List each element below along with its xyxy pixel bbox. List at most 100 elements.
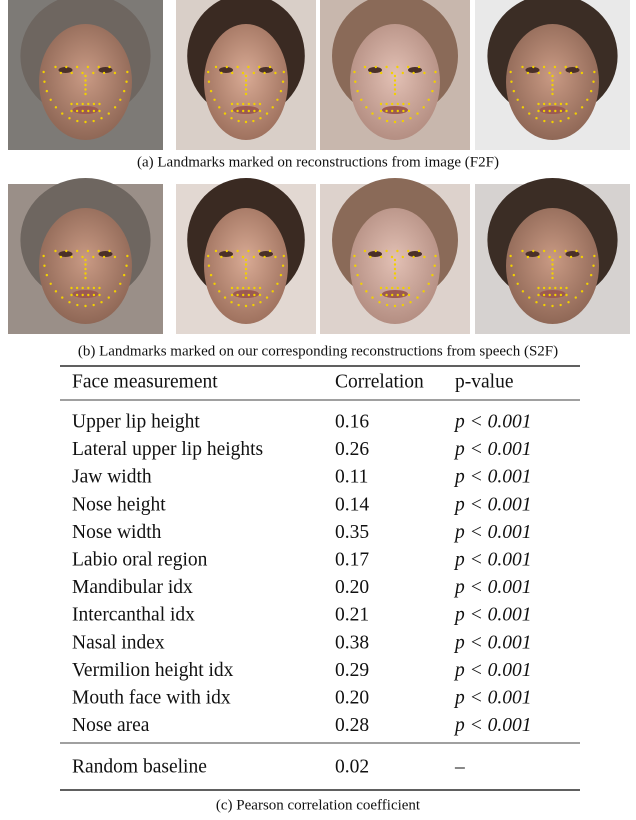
table-cell: 0.17 [335,549,369,570]
landmark [422,290,424,292]
landmark [114,106,116,108]
landmark [92,304,94,306]
landmark [213,99,215,101]
landmark [521,66,523,68]
landmark [82,103,84,105]
face-image [320,0,470,150]
eye [259,251,273,257]
landmark [517,99,519,101]
landmark [575,112,577,114]
landmark [565,110,567,112]
landmark [551,305,553,307]
mouth [233,290,259,298]
landmark [375,250,377,252]
table-cell: Labio oral region [72,549,208,570]
face-image [8,178,163,334]
landmark [280,274,282,276]
landmark [548,256,550,258]
landmark [538,256,540,258]
landmark [54,250,56,252]
landmark [391,110,393,112]
landmark [397,294,399,296]
landmark [537,103,539,105]
landmark [353,255,355,257]
landmark [220,72,222,74]
mouth [382,106,408,114]
landmark [125,81,127,83]
landmark [434,255,436,257]
landmark [93,103,95,105]
table-cell: Nasal index [72,632,165,653]
face-image [176,178,316,334]
landmark [554,287,556,289]
landmark [119,99,121,101]
landmark [123,274,125,276]
landmark [248,287,250,289]
landmark [210,90,212,92]
landmark [231,72,233,74]
landmark [84,263,86,265]
landmark [394,75,396,77]
landmark [100,117,102,119]
landmark [369,72,371,74]
landmark [87,287,89,289]
landmark [119,283,121,285]
landmark [266,112,268,114]
landmark [242,294,244,296]
table-cell: 0.11 [335,467,368,488]
landmark [245,93,247,95]
landmark [408,103,410,105]
landmark [551,263,553,265]
landmark [549,294,551,296]
landmark [378,117,380,119]
table-cell: – [454,756,465,777]
landmark [391,72,393,74]
landmark [231,110,233,112]
landmark [549,287,551,289]
landmark [427,99,429,101]
landmark [353,71,355,73]
landmark [409,117,411,119]
landmark [247,66,249,68]
table-cell: p < 0.001 [453,522,532,543]
landmark [394,263,396,265]
landmark [108,66,110,68]
landmark [242,287,244,289]
landmark [385,103,387,105]
landmark [554,294,556,296]
landmark [236,250,238,252]
landmark [412,256,414,258]
table-cell: p < 0.001 [453,715,532,736]
landmark [283,255,285,257]
landmark [396,66,398,68]
landmark [380,72,382,74]
landmark [215,250,217,252]
landmark [532,250,534,252]
table-cell: p < 0.001 [453,439,532,460]
landmark [226,250,228,252]
landmark [418,250,420,252]
landmark [537,110,539,112]
landmark [396,250,398,252]
landmark [397,287,399,289]
mouth [73,106,99,114]
landmark [276,99,278,101]
landmark [46,274,48,276]
face-image [320,178,470,334]
landmark [76,250,78,252]
landmark [71,72,73,74]
landmark [245,88,247,90]
table-cell: 0.16 [335,411,369,432]
landmark [565,287,567,289]
landmark [378,301,380,303]
landmark [365,290,367,292]
landmark [114,290,116,292]
landmark [207,71,209,73]
landmark [402,110,404,112]
landmark [84,277,86,279]
landmark [391,294,393,296]
landmark [559,72,561,74]
landmark [236,294,238,296]
landmark [259,117,261,119]
